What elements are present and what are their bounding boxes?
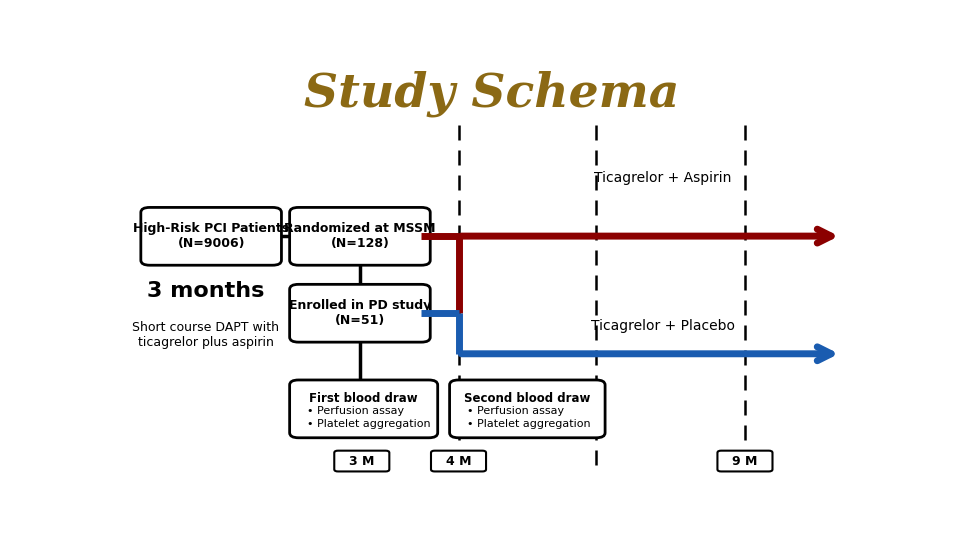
Text: Short course DAPT with
ticagrelor plus aspirin: Short course DAPT with ticagrelor plus a…: [132, 321, 279, 348]
Text: Second blood draw: Second blood draw: [464, 393, 590, 406]
FancyBboxPatch shape: [141, 207, 281, 265]
FancyBboxPatch shape: [449, 380, 605, 438]
FancyBboxPatch shape: [290, 207, 430, 265]
Text: Enrolled in PD study
(N=51): Enrolled in PD study (N=51): [289, 299, 431, 327]
Text: Randomized at MSSM
(N=128): Randomized at MSSM (N=128): [284, 222, 436, 251]
Text: • Platelet aggregation: • Platelet aggregation: [468, 420, 591, 429]
FancyBboxPatch shape: [334, 451, 390, 471]
Text: Ticagrelor + Placebo: Ticagrelor + Placebo: [591, 319, 735, 333]
Text: Ticagrelor + Aspirin: Ticagrelor + Aspirin: [594, 171, 732, 185]
FancyBboxPatch shape: [290, 285, 430, 342]
Text: 3 months: 3 months: [147, 281, 264, 301]
FancyBboxPatch shape: [431, 451, 486, 471]
Text: High-Risk PCI Patients
(N=9006): High-Risk PCI Patients (N=9006): [133, 222, 289, 251]
Text: 3 M: 3 M: [349, 455, 374, 468]
FancyBboxPatch shape: [717, 451, 773, 471]
Text: • Perfusion assay: • Perfusion assay: [468, 406, 564, 416]
Text: 4 M: 4 M: [445, 455, 471, 468]
FancyBboxPatch shape: [290, 380, 438, 438]
Text: 9 M: 9 M: [732, 455, 757, 468]
Text: • Perfusion assay: • Perfusion assay: [307, 406, 404, 416]
Text: Study Schema: Study Schema: [304, 71, 680, 117]
Text: First blood draw: First blood draw: [309, 393, 418, 406]
Text: • Platelet aggregation: • Platelet aggregation: [307, 420, 431, 429]
